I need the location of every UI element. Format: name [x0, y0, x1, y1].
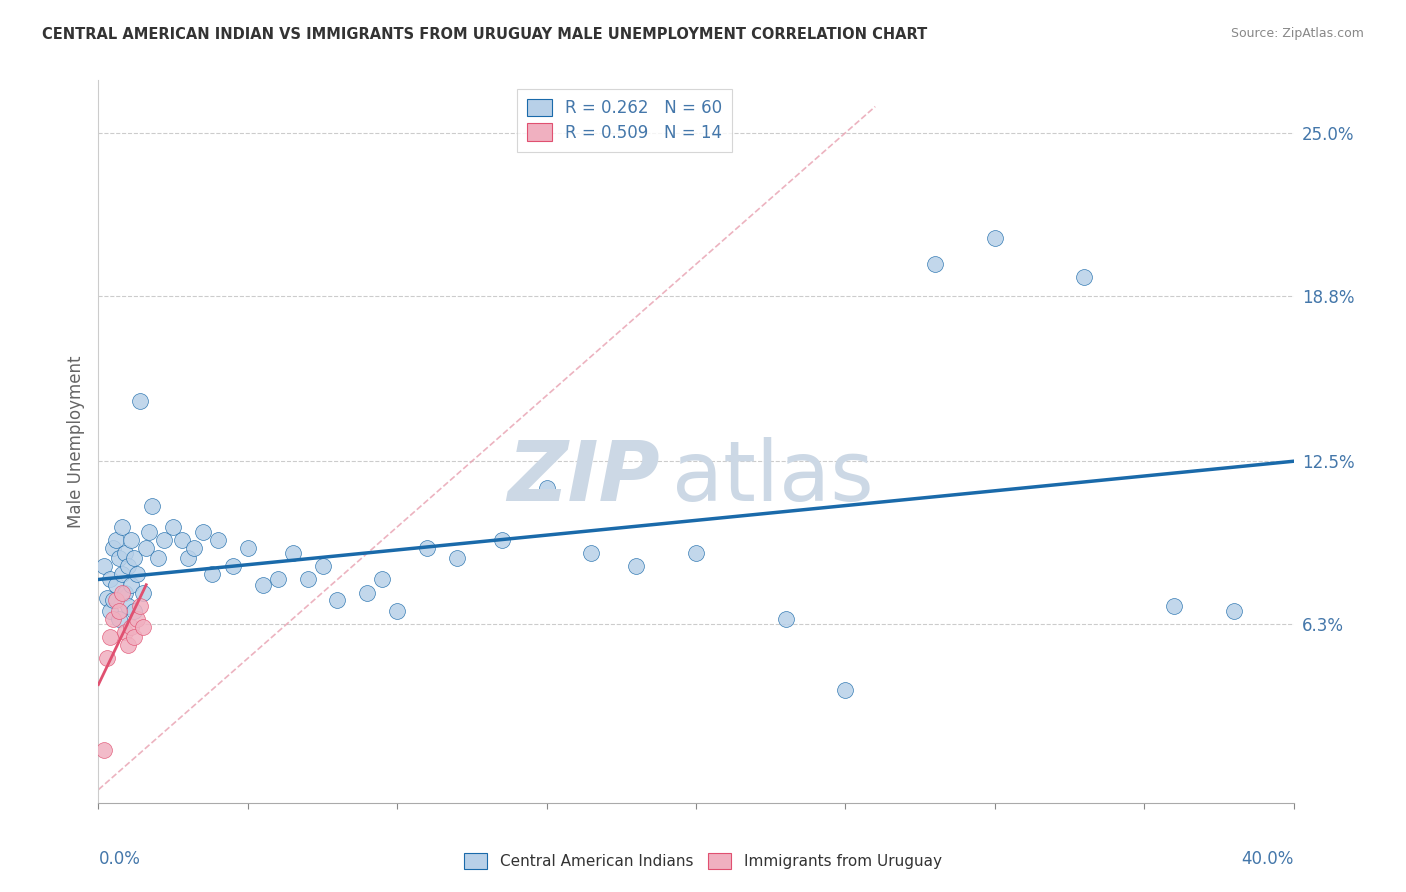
Text: 0.0%: 0.0% — [98, 850, 141, 868]
Point — [924, 257, 946, 271]
Point — [114, 546, 136, 560]
Point — [105, 533, 128, 547]
Point — [281, 546, 304, 560]
Point — [222, 559, 245, 574]
Point — [297, 573, 319, 587]
Point — [1223, 604, 1246, 618]
Point — [326, 593, 349, 607]
Point — [98, 604, 122, 618]
Point — [114, 585, 136, 599]
Point — [127, 612, 149, 626]
Point — [685, 546, 707, 560]
Point — [105, 593, 128, 607]
Point — [153, 533, 176, 547]
Point — [267, 573, 290, 587]
Point — [127, 567, 149, 582]
Point — [311, 559, 333, 574]
Legend: R = 0.262   N = 60, R = 0.509   N = 14: R = 0.262 N = 60, R = 0.509 N = 14 — [516, 88, 733, 152]
Point — [446, 551, 468, 566]
Point — [103, 593, 125, 607]
Point — [252, 578, 274, 592]
Point — [120, 533, 142, 547]
Point — [536, 481, 558, 495]
Point — [984, 231, 1007, 245]
Point — [416, 541, 439, 555]
Point — [141, 499, 163, 513]
Point — [385, 604, 409, 618]
Text: ZIP: ZIP — [508, 437, 661, 518]
Text: CENTRAL AMERICAN INDIAN VS IMMIGRANTS FROM URUGUAY MALE UNEMPLOYMENT CORRELATION: CENTRAL AMERICAN INDIAN VS IMMIGRANTS FR… — [42, 27, 928, 42]
Y-axis label: Male Unemployment: Male Unemployment — [66, 355, 84, 528]
Point — [108, 612, 131, 626]
Point — [491, 533, 513, 547]
Point — [111, 520, 134, 534]
Point — [1163, 599, 1185, 613]
Point — [172, 533, 194, 547]
Point — [191, 525, 214, 540]
Point — [148, 551, 170, 566]
Point — [93, 743, 115, 757]
Point — [98, 573, 122, 587]
Point — [103, 612, 125, 626]
Point — [105, 578, 128, 592]
Point — [96, 651, 118, 665]
Text: 40.0%: 40.0% — [1241, 850, 1294, 868]
Point — [129, 599, 152, 613]
Point — [356, 585, 378, 599]
Point — [132, 585, 155, 599]
Point — [120, 620, 142, 634]
Point — [111, 585, 134, 599]
Point — [177, 551, 200, 566]
Point — [108, 551, 131, 566]
Point — [138, 525, 160, 540]
Point — [236, 541, 259, 555]
Point — [1073, 270, 1095, 285]
Point — [117, 559, 139, 574]
Point — [96, 591, 118, 605]
Point — [129, 393, 152, 408]
Point — [371, 573, 394, 587]
Point — [775, 612, 797, 626]
Legend: Central American Indians, Immigrants from Uruguay: Central American Indians, Immigrants fro… — [458, 847, 948, 875]
Point — [132, 620, 155, 634]
Point — [834, 682, 856, 697]
Point — [207, 533, 229, 547]
Point — [135, 541, 157, 555]
Point — [103, 541, 125, 555]
Point — [124, 604, 146, 618]
Point — [93, 559, 115, 574]
Point — [114, 625, 136, 640]
Point — [108, 604, 131, 618]
Point — [98, 630, 122, 644]
Point — [581, 546, 603, 560]
Point — [162, 520, 184, 534]
Point — [183, 541, 205, 555]
Text: Source: ZipAtlas.com: Source: ZipAtlas.com — [1230, 27, 1364, 40]
Text: atlas: atlas — [672, 437, 873, 518]
Point — [117, 599, 139, 613]
Point — [111, 567, 134, 582]
Point — [201, 567, 224, 582]
Point — [117, 638, 139, 652]
Point — [124, 630, 146, 644]
Point — [120, 578, 142, 592]
Point — [124, 551, 146, 566]
Point — [626, 559, 648, 574]
